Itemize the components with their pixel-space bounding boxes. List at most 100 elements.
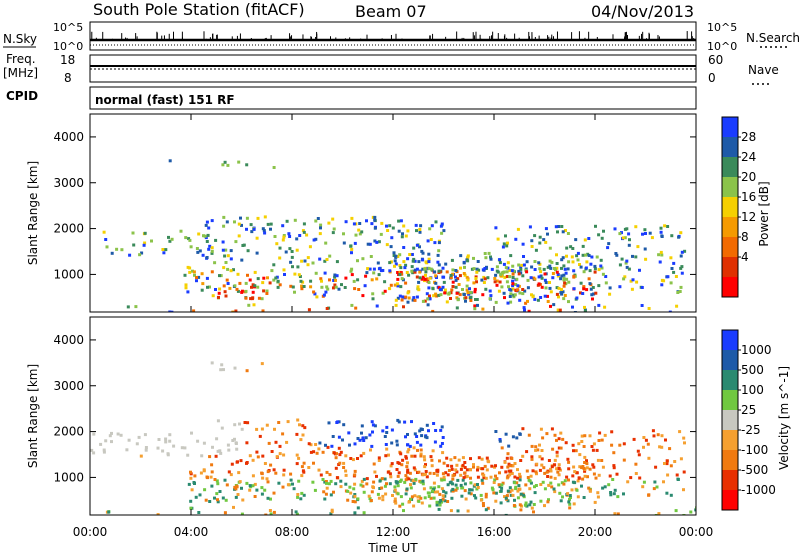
echo-cell bbox=[439, 499, 443, 502]
echo-cell bbox=[606, 246, 610, 250]
echo-cell bbox=[465, 275, 469, 279]
echo-cell bbox=[511, 284, 515, 288]
freq-label-line2: [MHz] bbox=[3, 66, 38, 80]
nsky-trace bbox=[89, 31, 696, 46]
echo-cell bbox=[484, 256, 488, 260]
echo-cell bbox=[559, 499, 563, 503]
echo-cell bbox=[372, 480, 376, 484]
echo-cell bbox=[251, 290, 255, 294]
echo-cell bbox=[522, 493, 526, 497]
echo-cell bbox=[638, 476, 642, 480]
echo-cell bbox=[530, 245, 534, 248]
echo-cell bbox=[634, 462, 638, 466]
echo-cell bbox=[406, 450, 410, 454]
echo-cell bbox=[518, 478, 522, 482]
echo-cell bbox=[574, 238, 578, 242]
echo-cell bbox=[389, 245, 393, 249]
echo-cell bbox=[455, 470, 459, 474]
echo-cell bbox=[446, 473, 450, 477]
echo-cell bbox=[388, 482, 392, 486]
echo-cell bbox=[404, 474, 408, 478]
echo-cell bbox=[339, 450, 343, 454]
echo-cell bbox=[629, 279, 633, 283]
echo-cell bbox=[192, 270, 196, 274]
echo-cell bbox=[665, 491, 669, 495]
echo-cell bbox=[419, 454, 423, 458]
echo-cell bbox=[614, 252, 618, 255]
echo-cell bbox=[647, 456, 651, 460]
echo-cell bbox=[557, 463, 561, 467]
echo-cell bbox=[507, 469, 511, 473]
echo-cell bbox=[394, 303, 398, 307]
echo-cell bbox=[434, 292, 438, 296]
echo-cell bbox=[424, 270, 428, 274]
echo-cell bbox=[518, 432, 522, 436]
echo-cell bbox=[567, 500, 571, 504]
echo-cell bbox=[423, 465, 427, 469]
echo-cell bbox=[483, 464, 487, 468]
echo-cell bbox=[574, 449, 578, 453]
echo-cell bbox=[437, 241, 441, 245]
echo-cell bbox=[537, 261, 541, 265]
echo-cell bbox=[323, 480, 327, 484]
echo-cell bbox=[210, 249, 214, 253]
echo-cell bbox=[560, 258, 564, 262]
echo-cell bbox=[676, 291, 680, 294]
echo-cell bbox=[623, 236, 627, 240]
x-tick-label: 16:00 bbox=[477, 525, 512, 539]
echo-cell bbox=[618, 285, 622, 289]
echo-cell bbox=[402, 509, 405, 513]
echo-cell bbox=[517, 272, 521, 276]
echo-cell bbox=[405, 487, 409, 491]
echo-cell bbox=[386, 470, 390, 474]
echo-cell bbox=[427, 491, 431, 495]
echo-cell bbox=[381, 291, 385, 295]
echo-cell bbox=[499, 501, 503, 505]
echo-cell bbox=[469, 295, 473, 299]
echo-cell bbox=[262, 229, 266, 233]
echo-cell bbox=[278, 246, 282, 250]
echo-cell bbox=[421, 258, 425, 262]
echo-cell bbox=[332, 227, 336, 231]
echo-cell bbox=[679, 285, 683, 289]
echo-cell bbox=[323, 259, 327, 263]
echo-cell bbox=[319, 223, 323, 227]
echo-cell bbox=[509, 464, 513, 468]
echo-cell bbox=[583, 469, 587, 473]
echo-cell bbox=[342, 466, 346, 469]
echo-cell bbox=[590, 255, 594, 259]
echo-cell bbox=[247, 303, 251, 307]
echo-cell bbox=[168, 310, 172, 312]
echo-cell bbox=[312, 461, 315, 465]
echo-cell bbox=[102, 450, 106, 454]
echo-cell bbox=[294, 510, 298, 514]
echo-cell bbox=[489, 294, 493, 298]
echo-cell bbox=[240, 290, 244, 294]
echo-cell bbox=[494, 499, 498, 503]
echo-cell bbox=[359, 483, 363, 487]
echo-cell bbox=[234, 442, 238, 445]
echo-cell bbox=[253, 495, 257, 498]
echo-cell bbox=[493, 478, 497, 482]
echo-cell bbox=[465, 468, 469, 472]
velocity-cbar-tick-label: 500 bbox=[741, 363, 764, 377]
echo-cell bbox=[587, 486, 591, 490]
echo-cell bbox=[612, 451, 616, 455]
echo-cell bbox=[403, 480, 407, 484]
echo-cell bbox=[513, 481, 517, 485]
echo-cell bbox=[361, 436, 365, 440]
echo-cell bbox=[253, 270, 257, 274]
echo-cell bbox=[644, 232, 647, 235]
echo-cell bbox=[622, 277, 626, 281]
echo-cell bbox=[476, 486, 480, 489]
echo-cell bbox=[622, 458, 626, 462]
echo-cell bbox=[197, 511, 201, 514]
echo-cell bbox=[419, 224, 423, 228]
echo-cell bbox=[274, 471, 278, 475]
echo-cell bbox=[380, 221, 384, 225]
power-cbar-swatch bbox=[722, 237, 738, 258]
echo-cell bbox=[559, 291, 563, 295]
echo-cell bbox=[445, 300, 449, 304]
echo-cell bbox=[344, 473, 348, 477]
echo-cell bbox=[398, 504, 402, 508]
